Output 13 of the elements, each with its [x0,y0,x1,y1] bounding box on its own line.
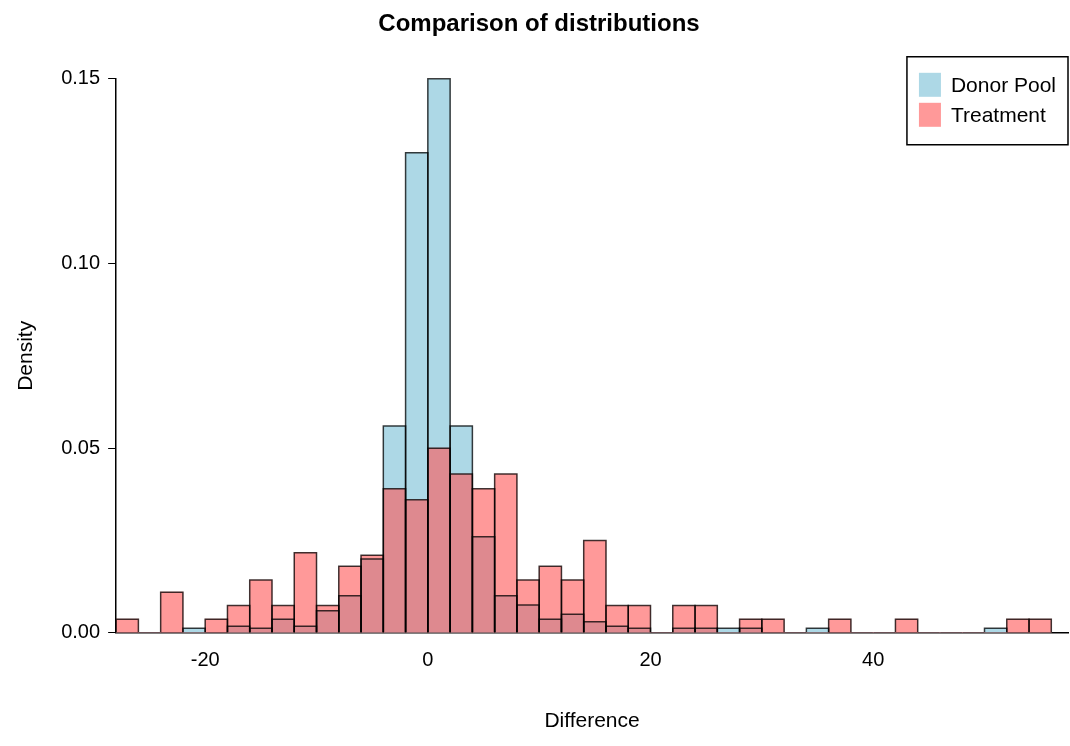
x-tick-label: 0 [422,648,434,671]
y-axis-title: Density [13,320,37,391]
y-tick-label: 0.15 [61,66,101,89]
x-axis-title: Difference [544,708,640,732]
x-tick-label: 40 [862,648,885,671]
x-tick-label: -20 [190,648,220,671]
y-tick-label: 0.05 [61,435,101,458]
x-tick-label: 20 [639,648,662,671]
y-tick-label: 0.10 [61,250,101,273]
chart-title: Comparison of distributions [378,9,700,37]
y-tick-label: 0.00 [61,620,101,643]
legend-label: Treatment [950,102,1047,126]
legend-label: Donor Pool [950,72,1056,96]
